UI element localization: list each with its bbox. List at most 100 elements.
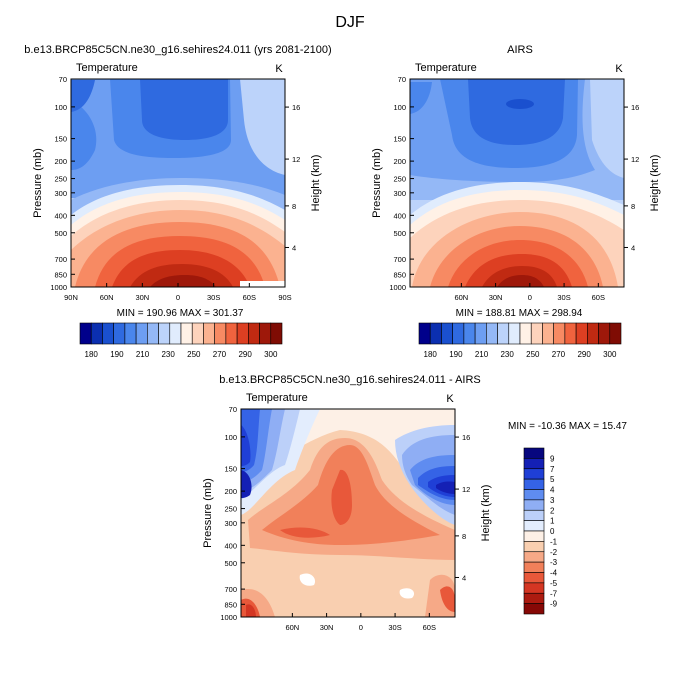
panel-diff-units: K <box>446 393 454 405</box>
colorbar-label: 210 <box>136 350 150 359</box>
panel-diff-stats: MIN = -10.36 MAX = 15.47 <box>508 421 627 432</box>
y2-tick-label: 12 <box>631 155 639 164</box>
colorbar-label: 300 <box>603 350 617 359</box>
panel-airs-units: K <box>615 63 623 75</box>
contour-level <box>497 275 544 287</box>
y2-tick-label: 16 <box>462 433 470 442</box>
colorbar-label: -3 <box>550 558 558 567</box>
colorbar-label: -1 <box>550 537 558 546</box>
colorbar-label: 250 <box>187 350 201 359</box>
y-tick-label: 850 <box>393 270 406 279</box>
y-tick-label: 1000 <box>220 613 237 622</box>
x-tick-label: 60S <box>592 293 605 302</box>
colorbar-swatch <box>523 592 545 604</box>
colorbar-swatch <box>523 561 545 573</box>
colorbar-label: -5 <box>550 579 558 588</box>
y-tick-label: 700 <box>224 585 237 594</box>
colorbar-swatch <box>523 458 545 470</box>
colorbar-label: 5 <box>550 475 555 484</box>
contour-level <box>280 469 352 538</box>
colorbar-label: 300 <box>264 350 278 359</box>
colorbar-label: 1 <box>550 517 555 526</box>
y-tick-label: 100 <box>224 433 237 442</box>
panel-model-title: b.e13.BRCP85C5CN.ne30_g16.sehires24.011 … <box>24 44 331 56</box>
colorbar-swatch <box>236 322 249 345</box>
panel-diff-frame <box>240 408 456 618</box>
colorbar-label: 180 <box>424 350 438 359</box>
colorbar-label: 250 <box>526 350 540 359</box>
y-tick-label: 300 <box>393 189 406 198</box>
y-tick-label: 400 <box>54 211 67 220</box>
x-tick-label: 60N <box>285 623 299 632</box>
colorbar-swatch <box>79 322 92 345</box>
colorbar-swatch <box>429 322 442 345</box>
y-tick-label: 500 <box>54 229 67 238</box>
colorbar-swatch <box>463 322 476 345</box>
y-tick-label: 70 <box>229 405 237 414</box>
y-tick-label: 70 <box>398 75 406 84</box>
panel-diff-title: b.e13.BRCP85C5CN.ne30_g16.sehires24.011 … <box>219 374 481 386</box>
contour-level <box>150 275 216 287</box>
panel-diff-axes: 70 100 150 200 250 300 400 500 700 850 1000 60N 30N 0… <box>202 405 492 632</box>
colorbar-swatch <box>553 322 566 345</box>
colorbar-swatch <box>418 322 431 345</box>
colorbar-swatch <box>523 551 545 563</box>
colorbar-swatch <box>587 322 599 345</box>
y-tick-label: 100 <box>393 103 406 112</box>
x-tick-label: 0 <box>359 623 363 632</box>
colorbar-swatch <box>523 572 545 584</box>
x-tick-label: 30N <box>489 293 503 302</box>
colorbar-swatch <box>523 447 545 459</box>
colorbar-swatch <box>191 322 204 345</box>
contour-mask <box>240 281 285 287</box>
panel-airs-stats: MIN = 188.81 MAX = 298.94 <box>456 308 583 319</box>
y2-tick-label: 12 <box>292 155 300 164</box>
y-tick-label: 400 <box>224 541 237 550</box>
panel-model-variable: Temperature <box>76 62 138 74</box>
colorbar-swatch <box>523 603 545 615</box>
y-tick-label: 200 <box>54 157 67 166</box>
y-tick-label: 1000 <box>389 283 406 292</box>
x-tick-label: 60S <box>243 293 256 302</box>
contour-level <box>299 573 415 599</box>
panel-model-stats: MIN = 190.96 MAX = 301.37 <box>117 308 244 319</box>
colorbar-swatch <box>180 322 193 345</box>
y2-tick-label: 12 <box>462 485 470 494</box>
colorbar-swatch <box>519 322 532 345</box>
panel-airs-axes: 70 100 150 200 250 300 400 500 700 850 1000 60N 30N 0… <box>371 75 661 302</box>
y2-axis-label: Height (km) <box>649 155 661 212</box>
x-tick-label: 60S <box>423 623 436 632</box>
x-tick-label: 60N <box>454 293 468 302</box>
colorbar-label: 9 <box>550 454 555 463</box>
colorbar-swatch <box>225 322 238 345</box>
colorbar-swatch <box>259 322 272 345</box>
colorbar-diff: 9 75 432 10-1 -2-3 -4-5-7 -9 <box>523 447 558 615</box>
colorbar-label: 2 <box>550 506 555 515</box>
y-tick-label: 250 <box>393 175 406 184</box>
y-tick-label: 150 <box>393 135 406 144</box>
colorbar-swatch <box>530 322 543 345</box>
panel-airs-contours <box>410 79 624 287</box>
colorbar-swatch <box>441 322 453 345</box>
y-tick-label: 700 <box>54 255 67 264</box>
y-tick-label: 150 <box>224 465 237 474</box>
contour-level <box>241 425 455 497</box>
contour-level <box>71 79 228 140</box>
colorbar-label: 270 <box>213 350 227 359</box>
x-tick-label: 90S <box>278 293 291 302</box>
colorbar-swatch <box>452 322 465 345</box>
colorbar-swatch <box>214 322 227 345</box>
colorbar-label: 190 <box>110 350 124 359</box>
colorbar-swatch <box>90 322 103 345</box>
colorbar-label: 4 <box>550 486 555 495</box>
colorbar-swatch <box>523 509 545 521</box>
x-tick-label: 30S <box>557 293 570 302</box>
y2-tick-label: 8 <box>462 532 466 541</box>
colorbar-swatch <box>497 322 510 345</box>
colorbar-swatch <box>124 322 137 345</box>
panel-model-contours <box>71 79 285 287</box>
y-tick-label: 200 <box>224 487 237 496</box>
colorbar-label: -9 <box>550 600 558 609</box>
colorbar-swatch <box>523 489 545 501</box>
